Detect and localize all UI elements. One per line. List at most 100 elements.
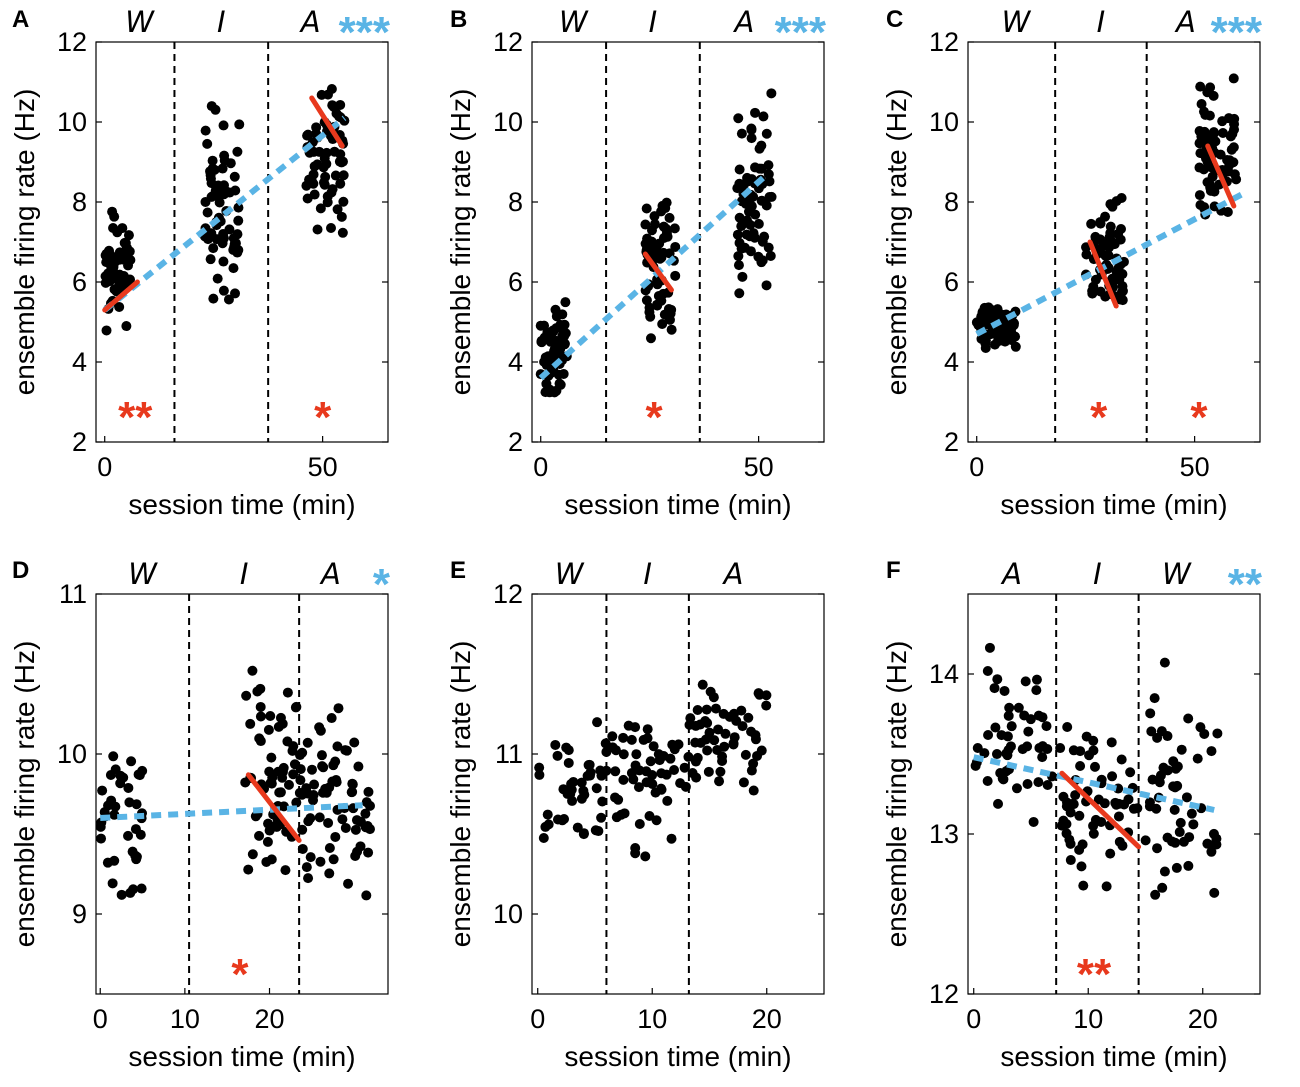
data-point [309, 779, 320, 790]
data-point [330, 756, 341, 767]
data-point [979, 748, 990, 759]
local-significance-stars: * [645, 393, 663, 442]
data-point [340, 822, 351, 833]
data-point [268, 821, 279, 832]
y-tick-label: 10 [57, 739, 87, 769]
phase-label-I: I [1093, 557, 1102, 591]
data-point [349, 737, 360, 748]
phase-label-I: I [240, 557, 249, 591]
data-point [1194, 126, 1205, 137]
data-point [288, 769, 299, 780]
data-point [691, 772, 702, 783]
phase-fit-line-1 [102, 279, 140, 313]
data-point [350, 824, 361, 835]
data-point [303, 873, 314, 884]
data-point [670, 270, 681, 281]
data-point [557, 815, 568, 826]
data-point [1150, 889, 1161, 900]
data-point [266, 752, 277, 763]
y-tick-label: 6 [72, 267, 87, 297]
data-point [1157, 882, 1168, 893]
data-point [355, 816, 366, 827]
data-point [982, 666, 993, 677]
data-point [1075, 760, 1086, 771]
data-point [1145, 708, 1156, 719]
data-point [1155, 770, 1166, 781]
data-point [360, 808, 371, 819]
phase-label-I: I [649, 5, 658, 39]
data-point [1172, 761, 1183, 772]
data-point [982, 776, 993, 787]
data-point [641, 777, 652, 788]
global-significance-stars: * [373, 560, 391, 609]
data-point [713, 724, 724, 735]
data-point [675, 778, 686, 789]
data-point [328, 101, 339, 112]
data-point [123, 782, 134, 793]
data-point [626, 734, 637, 745]
data-point [200, 125, 211, 136]
data-point [217, 163, 228, 174]
data-point [319, 179, 330, 190]
data-point [1061, 797, 1072, 808]
data-point [590, 825, 601, 836]
data-point [763, 160, 774, 171]
data-point [291, 701, 302, 712]
data-point [306, 764, 317, 775]
data-point [112, 274, 123, 285]
phase-label-A: A [319, 557, 341, 591]
y-tick-label: 4 [72, 347, 87, 377]
data-point [742, 172, 753, 183]
data-point [324, 782, 335, 793]
data-point [1229, 169, 1240, 180]
data-point [302, 737, 313, 748]
data-point [266, 778, 277, 789]
data-point [1031, 685, 1042, 696]
data-point [314, 722, 325, 733]
data-point [1105, 228, 1116, 239]
data-point [553, 339, 564, 350]
y-tick-label: 8 [508, 187, 523, 217]
data-point [1176, 744, 1187, 755]
data-point [1061, 818, 1072, 829]
data-point [1103, 250, 1114, 261]
data-point [542, 358, 553, 369]
data-point [642, 733, 653, 744]
data-point [315, 856, 326, 867]
data-point [1171, 862, 1182, 873]
data-point [1042, 780, 1053, 791]
data-point [1081, 249, 1092, 260]
data-point [1209, 887, 1220, 898]
data-point [578, 828, 589, 839]
data-point [1117, 281, 1128, 292]
y-tick-label: 6 [508, 267, 523, 297]
data-point [1111, 196, 1122, 207]
data-point [993, 798, 1004, 809]
data-point [124, 797, 135, 808]
data-point [1125, 767, 1136, 778]
y-tick-label: 12 [929, 979, 959, 1009]
data-point [664, 212, 675, 223]
data-point [1175, 817, 1186, 828]
data-point [1174, 827, 1185, 838]
data-point [1033, 777, 1044, 788]
data-point [338, 196, 349, 207]
data-point [121, 321, 132, 332]
data-point [983, 729, 994, 740]
data-point [1023, 726, 1034, 737]
data-point [1088, 745, 1099, 756]
x-tick-label: 50 [1180, 452, 1210, 482]
data-point [977, 333, 988, 344]
data-point [275, 712, 286, 723]
x-tick-label: 0 [93, 1004, 108, 1034]
data-point [314, 812, 325, 823]
data-point [1006, 721, 1017, 732]
data-point [576, 777, 587, 788]
data-point [247, 665, 258, 676]
overall-trend-line [100, 802, 363, 821]
overall-trend-line [102, 115, 347, 313]
data-point [709, 735, 720, 746]
data-point [649, 211, 660, 222]
data-point [649, 219, 660, 230]
data-point [653, 253, 664, 264]
